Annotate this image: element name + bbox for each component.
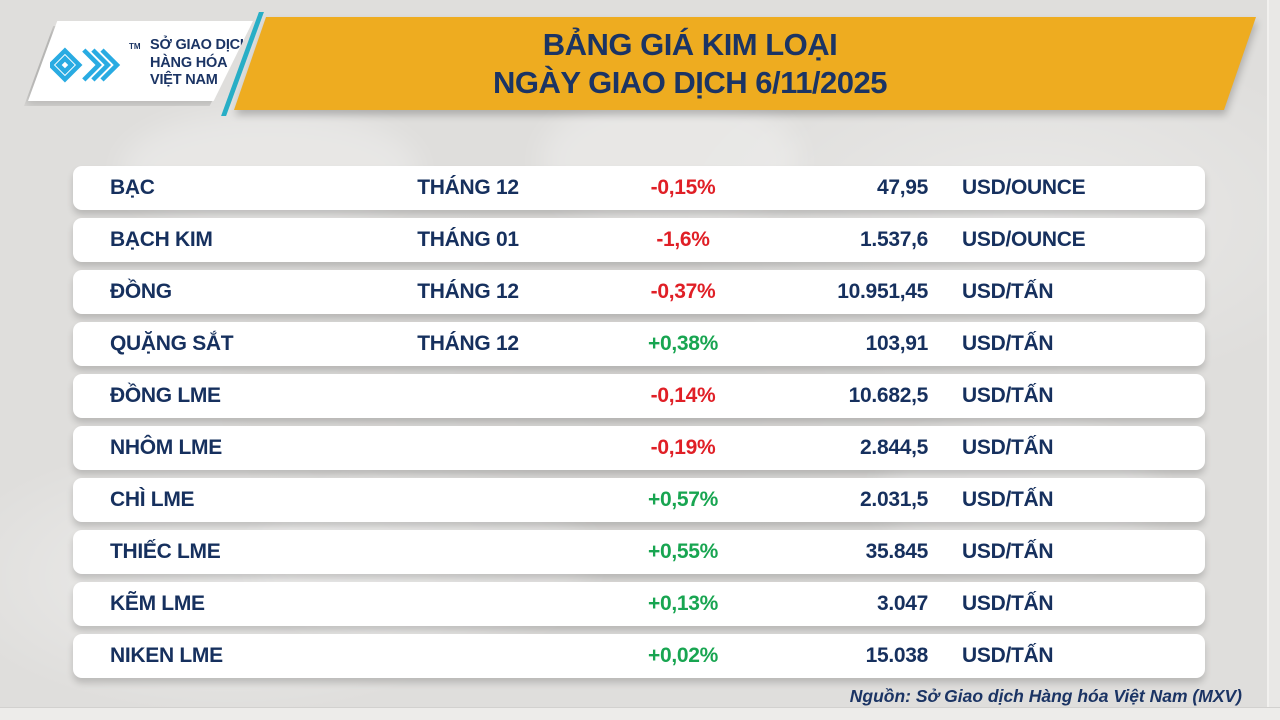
percent-change: -0,15% [650,176,716,199]
price-unit: USD/OUNCE [962,228,1086,251]
price-unit: USD/TẤN [962,488,1054,511]
table-row: ĐỒNG LME -0,14% 10.682,5 USD/TẤN [73,374,1205,418]
percent-change: +0,13% [647,592,718,615]
percent-change: -0,37% [650,280,716,303]
table-row: BẠCH KIM THÁNG 01 -1,6% 1.537,6 USD/OUNC… [73,218,1205,262]
logo-org-line1: SỞ GIAO DỊCH [150,37,251,53]
page-title: BẢNG GIÁ KIM LOẠI NGÀY GIAO DỊCH 6/11/20… [195,17,1185,110]
percent-change: -0,14% [650,384,716,407]
contract-month: THÁNG 12 [417,280,519,303]
commodity-name: NHÔM LME [110,436,222,459]
page-title-line2: NGÀY GIAO DỊCH 6/11/2025 [492,64,888,100]
table-row: ĐỒNG THÁNG 12 -0,37% 10.951,45 USD/TẤN [73,270,1205,314]
price-table: BẠC THÁNG 12 -0,15% 47,95 USD/OUNCE BẠCH… [73,166,1205,686]
mxv-logo-plate: TM SỞ GIAO DỊCH HÀNG HÓA VIỆT NAM [28,21,253,101]
price-value: 2.031,5 [860,488,928,511]
table-row: QUẶNG SẮT THÁNG 12 +0,38% 103,91 USD/TẤN [73,322,1205,366]
page-title-line1: BẢNG GIÁ KIM LOẠI [542,26,838,62]
price-value: 10.951,45 [837,280,928,303]
logo-org-line2: HÀNG HÓA [150,54,228,71]
commodity-name: BẠC [110,176,155,199]
commodity-name: NIKEN LME [110,644,223,667]
commodity-name: QUẶNG SẮT [110,332,234,355]
price-unit: USD/OUNCE [962,176,1086,199]
price-unit: USD/TẤN [962,644,1054,667]
table-row: CHÌ LME +0,57% 2.031,5 USD/TẤN [73,478,1205,522]
logo-org-line3: VIỆT NAM [150,72,218,89]
price-unit: USD/TẤN [962,332,1054,355]
table-row: KẼM LME +0,13% 3.047 USD/TẤN [73,582,1205,626]
price-value: 35.845 [865,540,929,563]
price-unit: USD/TẤN [962,592,1054,615]
price-unit: USD/TẤN [962,384,1054,407]
table-row: NIKEN LME +0,02% 15.038 USD/TẤN [73,634,1205,678]
percent-change: -1,6% [656,228,710,251]
percent-change: +0,02% [647,644,718,667]
title-banner: BẢNG GIÁ KIM LOẠI NGÀY GIAO DỊCH 6/11/20… [233,17,1257,110]
background-right-edge [1267,0,1280,720]
price-unit: USD/TẤN [962,280,1054,303]
commodity-name: THIẾC LME [110,540,221,563]
price-value: 10.682,5 [848,384,929,407]
price-unit: USD/TẤN [962,436,1054,459]
commodity-name: BẠCH KIM [110,228,213,251]
price-value: 1.537,6 [860,228,928,251]
trademark-symbol: TM [129,42,141,51]
commodity-name: ĐỒNG LME [110,384,221,407]
percent-change: +0,57% [647,488,718,511]
price-value: 2.844,5 [860,436,928,459]
background-bottom-edge [0,707,1280,720]
price-unit: USD/TẤN [962,540,1054,563]
contract-month: THÁNG 01 [417,228,519,251]
price-value: 103,91 [865,332,929,355]
price-value: 3.047 [876,592,928,615]
price-value: 15.038 [865,644,929,667]
contract-month: THÁNG 12 [417,332,519,355]
mxv-logo-icon [50,47,121,83]
price-value: 47,95 [876,176,928,199]
percent-change: -0,19% [650,436,716,459]
source-attribution: Nguồn: Sở Giao dịch Hàng hóa Việt Nam (M… [849,686,1242,706]
commodity-name: ĐỒNG [110,280,172,303]
percent-change: +0,38% [647,332,718,355]
table-row: BẠC THÁNG 12 -0,15% 47,95 USD/OUNCE [73,166,1205,210]
table-row: THIẾC LME +0,55% 35.845 USD/TẤN [73,530,1205,574]
percent-change: +0,55% [647,540,718,563]
logo-org-name: SỞ GIAO DỊCH HÀNG HÓA VIỆT NAM [150,37,250,90]
contract-month: THÁNG 12 [417,176,519,199]
table-row: NHÔM LME -0,19% 2.844,5 USD/TẤN [73,426,1205,470]
commodity-name: CHÌ LME [110,488,195,511]
commodity-name: KẼM LME [110,592,205,615]
